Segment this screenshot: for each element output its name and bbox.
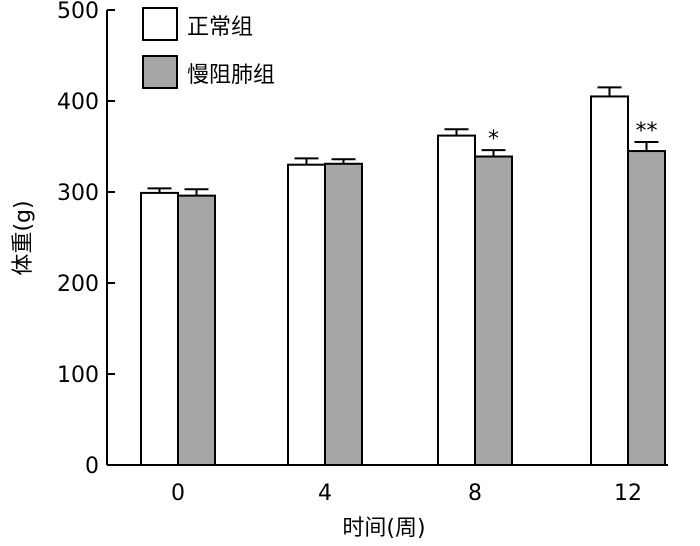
x-axis-title: 时间(周) (342, 516, 425, 541)
legend-swatch-normal (142, 7, 178, 41)
y-tick-label-100: 100 (57, 363, 99, 388)
error-bar-copd-week-12 (634, 140, 659, 152)
x-tick-label-0: 0 (171, 481, 185, 506)
legend-label-copd: 慢阻肺组 (187, 63, 275, 88)
legend-item-copd: 慢阻肺组 (142, 55, 275, 89)
bar-copd-week-12 (627, 150, 666, 467)
error-bar-copd-week-0 (184, 188, 209, 196)
bar-copd-week-0 (177, 194, 216, 466)
error-bar-copd-week-4 (331, 158, 356, 164)
y-tick-label-400: 400 (57, 90, 99, 115)
bar-normal-week-12 (590, 95, 629, 466)
bar-normal-week-0 (140, 191, 179, 466)
axes-layer: 0 100 200 300 400 500 0 4 8 12 (57, 0, 668, 506)
x-tick-label-8: 8 (468, 481, 482, 506)
y-tick-label-500: 500 (57, 0, 99, 24)
error-bar-normal-week-4 (294, 157, 319, 165)
y-tick-label-300: 300 (57, 181, 99, 206)
legend-swatch-copd (142, 55, 178, 89)
y-tick-label-0: 0 (85, 454, 99, 479)
error-bar-normal-week-8 (444, 128, 469, 136)
significance-marker-week-8: * (488, 127, 499, 152)
y-axis-title: 体重(g) (11, 200, 36, 275)
bar-normal-week-4 (287, 163, 326, 466)
x-tick-label-12: 12 (614, 481, 642, 506)
legend-item-normal: 正常组 (142, 7, 253, 41)
bar-copd-week-8 (474, 155, 513, 466)
bars-layer: * ** (140, 86, 666, 467)
error-bar-normal-week-12 (597, 86, 622, 97)
error-bar-copd-week-8 (481, 149, 506, 157)
bar-normal-week-8 (437, 134, 476, 467)
error-bar-normal-week-0 (147, 187, 172, 193)
bar-copd-week-4 (324, 162, 363, 466)
legend-label-normal: 正常组 (187, 15, 253, 40)
significance-marker-week-12: ** (636, 119, 658, 144)
x-tick-label-4: 4 (318, 481, 332, 506)
y-tick-label-200: 200 (57, 272, 99, 297)
